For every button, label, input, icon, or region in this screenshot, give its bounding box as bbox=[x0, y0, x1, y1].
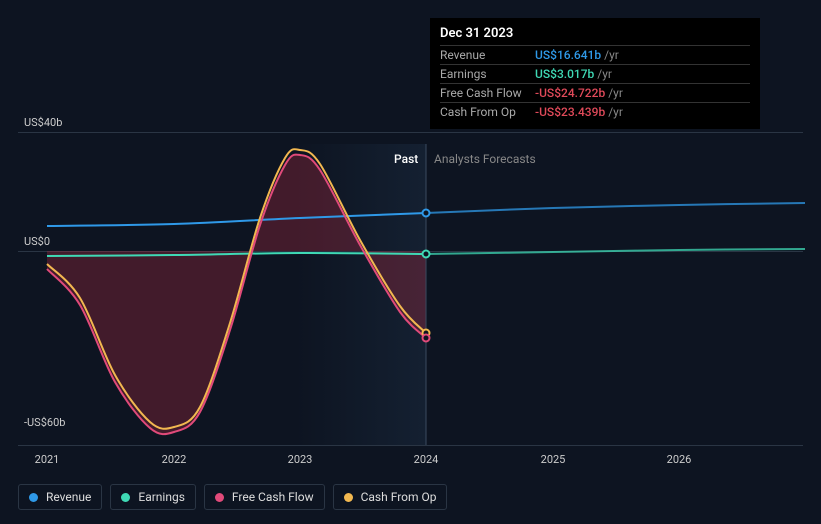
x-axis-tick: 2023 bbox=[288, 453, 313, 466]
x-axis-tick: 2026 bbox=[667, 453, 692, 466]
legend-item-earnings[interactable]: Earnings bbox=[110, 484, 196, 510]
y-axis-label: US$40b bbox=[24, 116, 62, 129]
tooltip-metric-label: Free Cash Flow bbox=[440, 86, 535, 100]
legend-label: Revenue bbox=[46, 490, 91, 504]
x-axis-tick: 2024 bbox=[414, 453, 439, 466]
tooltip-metric-value: US$3.017b bbox=[535, 67, 594, 81]
legend-item-revenue[interactable]: Revenue bbox=[18, 484, 102, 510]
tooltip-metric-unit: /yr bbox=[608, 105, 623, 119]
tooltip-row: Cash From Op-US$23.439b/yr bbox=[440, 102, 750, 121]
revenue-line-forecast bbox=[426, 203, 805, 213]
legend-label: Earnings bbox=[138, 490, 185, 504]
legend-item-cash_from_op[interactable]: Cash From Op bbox=[333, 484, 448, 510]
tooltip-metric-label: Earnings bbox=[440, 67, 535, 81]
legend-dot bbox=[121, 493, 130, 502]
x-axis-tick: 2022 bbox=[162, 453, 187, 466]
legend: Revenue Earnings Free Cash Flow Cash From O… bbox=[18, 484, 447, 510]
tooltip-metric-label: Revenue bbox=[440, 48, 535, 62]
legend-label: Free Cash Flow bbox=[232, 490, 314, 504]
legend-dot bbox=[215, 493, 224, 502]
legend-dot bbox=[344, 493, 353, 502]
earnings-marker bbox=[422, 250, 431, 259]
forecast-label: Analysts Forecasts bbox=[434, 152, 536, 166]
revenue-marker bbox=[422, 209, 431, 218]
tooltip-metric-value: -US$23.439b bbox=[535, 105, 605, 119]
earnings-line-forecast bbox=[426, 249, 805, 254]
past-label: Past bbox=[394, 152, 418, 166]
x-axis-tick: 2025 bbox=[541, 453, 566, 466]
tooltip-row: EarningsUS$3.017b/yr bbox=[440, 64, 750, 83]
y-axis-label: -US$60b bbox=[24, 416, 65, 429]
tooltip-date: Dec 31 2023 bbox=[440, 26, 750, 41]
tooltip-row: RevenueUS$16.641b/yr bbox=[440, 45, 750, 64]
tooltip-row: Free Cash Flow-US$24.722b/yr bbox=[440, 83, 750, 102]
tooltip-metric-unit: /yr bbox=[608, 86, 623, 100]
legend-label: Cash From Op bbox=[361, 490, 437, 504]
tooltip-metric-unit: /yr bbox=[604, 48, 619, 62]
tooltip-metric-value: -US$24.722b bbox=[535, 86, 605, 100]
x-axis-tick: 2021 bbox=[35, 453, 60, 466]
legend-item-free_cash_flow[interactable]: Free Cash Flow bbox=[204, 484, 325, 510]
free_cash_flow-marker bbox=[422, 334, 431, 343]
tooltip: Dec 31 2023 RevenueUS$16.641b/yrEarnings… bbox=[430, 18, 760, 129]
y-axis-label: US$0 bbox=[24, 235, 50, 248]
tooltip-metric-value: US$16.641b bbox=[535, 48, 601, 62]
legend-dot bbox=[29, 493, 38, 502]
financials-chart: US$40b US$0 -US$60b Past Analysts Forecast… bbox=[0, 0, 821, 524]
tooltip-metric-label: Cash From Op bbox=[440, 105, 535, 119]
tooltip-metric-unit: /yr bbox=[597, 67, 612, 81]
